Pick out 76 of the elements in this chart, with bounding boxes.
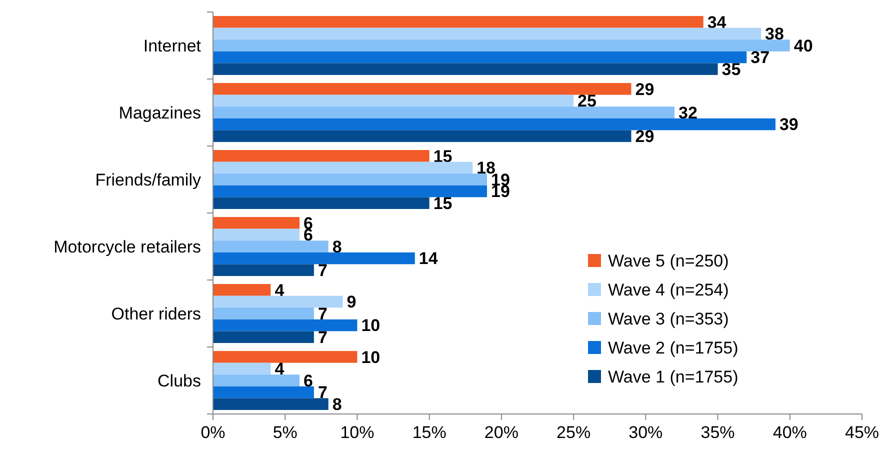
bar [213, 28, 762, 40]
x-tick-label: 25% [556, 423, 591, 442]
data-label: 8 [332, 395, 342, 414]
data-label: 14 [418, 249, 438, 268]
data-label: 38 [765, 24, 784, 44]
data-label: 40 [794, 36, 813, 56]
data-label: 10 [361, 348, 380, 367]
x-tick-label: 5% [272, 423, 298, 442]
bar [213, 106, 675, 118]
x-tick-label: 45% [844, 423, 880, 442]
bar [213, 217, 300, 229]
data-label: 39 [779, 115, 798, 134]
y-tick-label: Internet [143, 36, 202, 56]
data-label: 7 [318, 261, 328, 280]
bar [213, 240, 328, 252]
bar [213, 51, 747, 64]
bar [213, 228, 300, 241]
data-label: 7 [318, 304, 328, 324]
bar [213, 252, 415, 264]
data-label: 4 [274, 360, 285, 379]
y-tick-label: Magazines [118, 103, 201, 122]
data-label: 29 [635, 80, 654, 99]
x-tick-label: 0% [200, 423, 226, 442]
legend-label: Wave 1 (n=1755) [608, 367, 738, 386]
legend-label: Wave 3 (n=353) [608, 309, 729, 328]
bar [213, 162, 473, 174]
bar [213, 386, 314, 398]
bar [213, 63, 718, 75]
bar [213, 40, 790, 52]
x-tick-label: 40% [772, 423, 807, 442]
y-tick-label: Friends/family [95, 170, 202, 190]
x-tick-label: 20% [484, 423, 518, 442]
data-label: 15 [433, 194, 452, 214]
bar [213, 374, 300, 386]
y-tick-label: Motorcycle retailers [54, 237, 201, 256]
data-label: 7 [318, 383, 328, 402]
bar [213, 398, 328, 410]
bar [213, 150, 430, 162]
data-label: 37 [750, 48, 770, 68]
x-tick-label: 15% [412, 423, 446, 442]
data-label: 9 [346, 292, 356, 312]
bar [213, 264, 314, 276]
data-label: 29 [635, 127, 654, 146]
x-tick-label: 30% [628, 423, 663, 442]
data-label: 15 [433, 146, 452, 166]
bar [213, 308, 314, 320]
data-label: 8 [332, 237, 342, 256]
data-label: 35 [722, 60, 741, 80]
bar [213, 351, 358, 363]
legend-label: Wave 4 (n=254) [608, 280, 729, 300]
data-label: 32 [678, 103, 698, 122]
data-label: 7 [318, 328, 328, 348]
bar [213, 362, 271, 375]
data-label: 34 [707, 12, 727, 32]
bar [213, 319, 358, 332]
data-label: 6 [304, 371, 313, 390]
y-tick-label: Clubs [158, 371, 201, 390]
legend-label: Wave 5 (n=250) [608, 251, 729, 270]
bar [213, 118, 776, 130]
data-label: 10 [361, 316, 380, 336]
bar [213, 284, 271, 296]
bar [213, 83, 632, 95]
bar [213, 16, 704, 28]
data-label: 4 [274, 280, 285, 300]
bar [213, 94, 574, 107]
bar [213, 197, 430, 209]
bar [213, 130, 632, 142]
x-tick-label: 10% [340, 423, 374, 442]
x-tick-label: 35% [700, 423, 735, 442]
bar [213, 174, 488, 186]
bar [213, 331, 314, 343]
legend-label: Wave 2 (n=1755) [608, 338, 738, 358]
y-tick-label: Other riders [111, 304, 201, 324]
bar [213, 185, 488, 198]
bar [213, 296, 343, 308]
data-label: 25 [578, 92, 596, 111]
